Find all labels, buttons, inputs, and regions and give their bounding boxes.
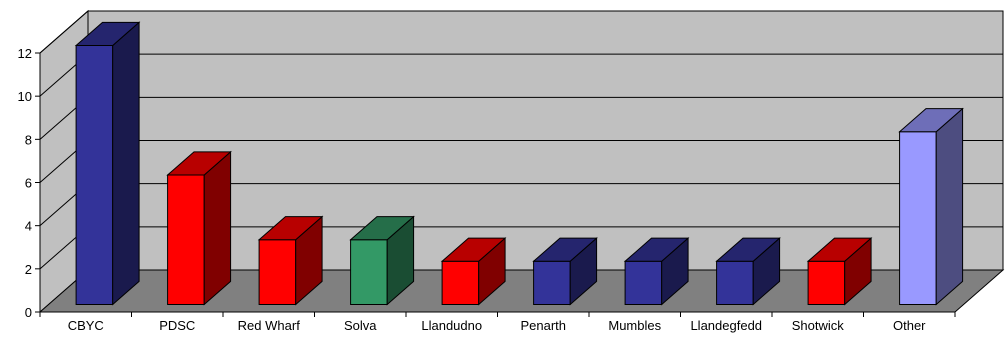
x-tick-label: Llandudno — [421, 318, 482, 333]
x-tick-label: Solva — [344, 318, 377, 333]
chart-axes — [35, 52, 956, 317]
bar-shotwick — [806, 237, 873, 306]
y-tick-label: 0 — [25, 305, 32, 320]
bar-top-face — [715, 237, 781, 262]
bar-top-face — [623, 237, 690, 262]
x-tick-label: CBYC — [68, 318, 104, 333]
bar-side-face — [935, 107, 964, 306]
x-tick-label: Other — [893, 318, 926, 333]
x-tick-label: Penarth — [520, 318, 566, 333]
x-tick-label: Llandegfedd — [690, 318, 762, 333]
bar-front-face — [533, 260, 571, 305]
y-tick-label: 10 — [18, 89, 32, 104]
bar-front-face — [350, 239, 388, 305]
bar-top-face — [806, 237, 873, 262]
bar-pdsc — [166, 150, 232, 306]
bar-top-face — [440, 237, 507, 262]
x-tick-labels: CBYC PDSC Red Wharf Solva Llandudno Penarth Mu… — [68, 318, 926, 333]
bar-front-face — [899, 131, 937, 305]
bar-side-face — [112, 21, 140, 306]
x-tick-label: Shotwick — [792, 318, 845, 333]
y-tick-label: 4 — [25, 219, 32, 234]
bar-other — [898, 107, 964, 306]
bar-top-face — [898, 108, 964, 133]
y-tick-label: 12 — [18, 46, 32, 61]
x-tick-label: Mumbles — [608, 318, 661, 333]
bar-front-face — [167, 174, 205, 305]
gridline-12 — [39, 10, 1003, 54]
bar-front-face — [75, 44, 114, 305]
bar-top-face — [166, 151, 232, 176]
y-tick-label: 8 — [25, 132, 32, 147]
x-tick-label: Red Wharf — [238, 318, 301, 333]
bar-side-face — [203, 150, 232, 306]
bar-front-face — [258, 239, 297, 305]
bar-front-face — [441, 260, 480, 305]
bar-front-face — [807, 260, 846, 305]
bar-llandudno — [440, 237, 507, 306]
bar-solva — [349, 215, 415, 306]
y-tick-label: 2 — [25, 262, 32, 277]
bar-red-wharf — [257, 215, 324, 306]
bar-top-face — [74, 21, 141, 46]
bar-top-face — [349, 216, 415, 241]
bars-group — [74, 21, 964, 306]
bar-mumbles — [623, 237, 690, 306]
bar-cbyc — [74, 21, 141, 306]
bar-llandegfedd — [715, 237, 781, 306]
y-tick-label: 6 — [25, 176, 32, 191]
bar-top-face — [257, 216, 324, 241]
bar-penarth — [532, 237, 598, 306]
y-tick-labels: 0 2 4 6 8 10 12 — [18, 46, 32, 320]
bar-front-face — [624, 260, 663, 305]
bar-top-face — [532, 237, 598, 262]
bar-front-face — [716, 260, 754, 305]
x-tick-label: PDSC — [159, 318, 195, 333]
